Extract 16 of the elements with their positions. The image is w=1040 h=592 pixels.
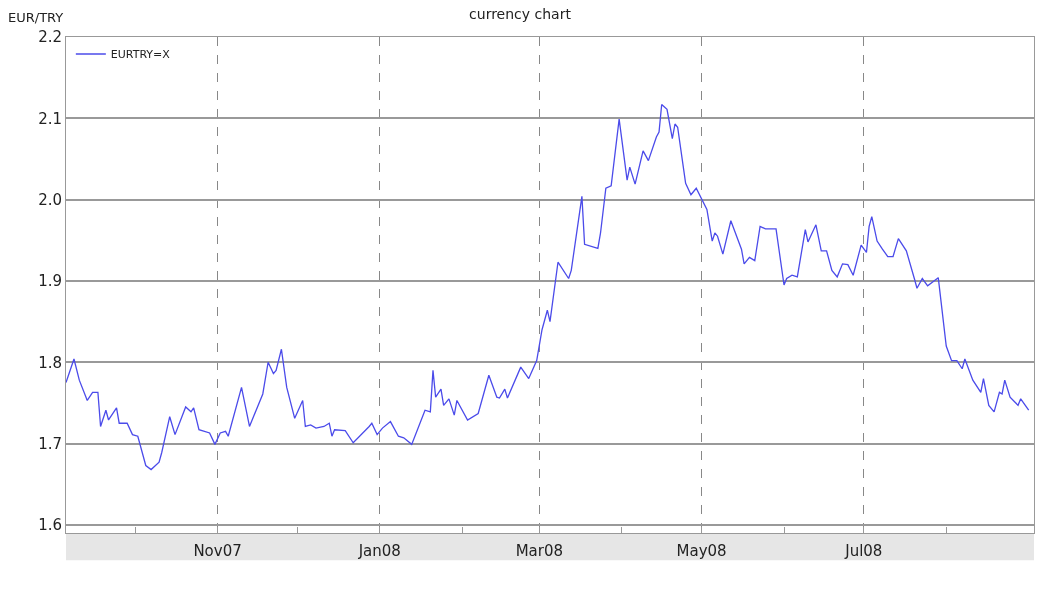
y-tick-label: 1.6 <box>38 516 62 535</box>
y-tick-label: 2.0 <box>38 190 62 209</box>
legend-label: EURTRY=X <box>110 48 171 62</box>
y-tick-label: 1.7 <box>38 434 62 453</box>
chart-title: currency chart <box>469 5 572 22</box>
y-tick-label: 1.9 <box>38 272 62 291</box>
y-tick-label: 2.1 <box>38 109 62 128</box>
y-tick-label: 1.8 <box>38 353 62 372</box>
x-tick-label: Jul08 <box>844 542 883 560</box>
y-tick-label: 2.2 <box>38 28 62 47</box>
x-tick-label: Nov07 <box>193 542 242 560</box>
line-series <box>66 103 1030 471</box>
x-tick-label: May08 <box>676 542 727 560</box>
x-tick-label: Jan08 <box>357 542 401 560</box>
x-tick-label: Mar08 <box>515 542 564 560</box>
y-axis-title: EUR/TRY <box>8 10 64 25</box>
